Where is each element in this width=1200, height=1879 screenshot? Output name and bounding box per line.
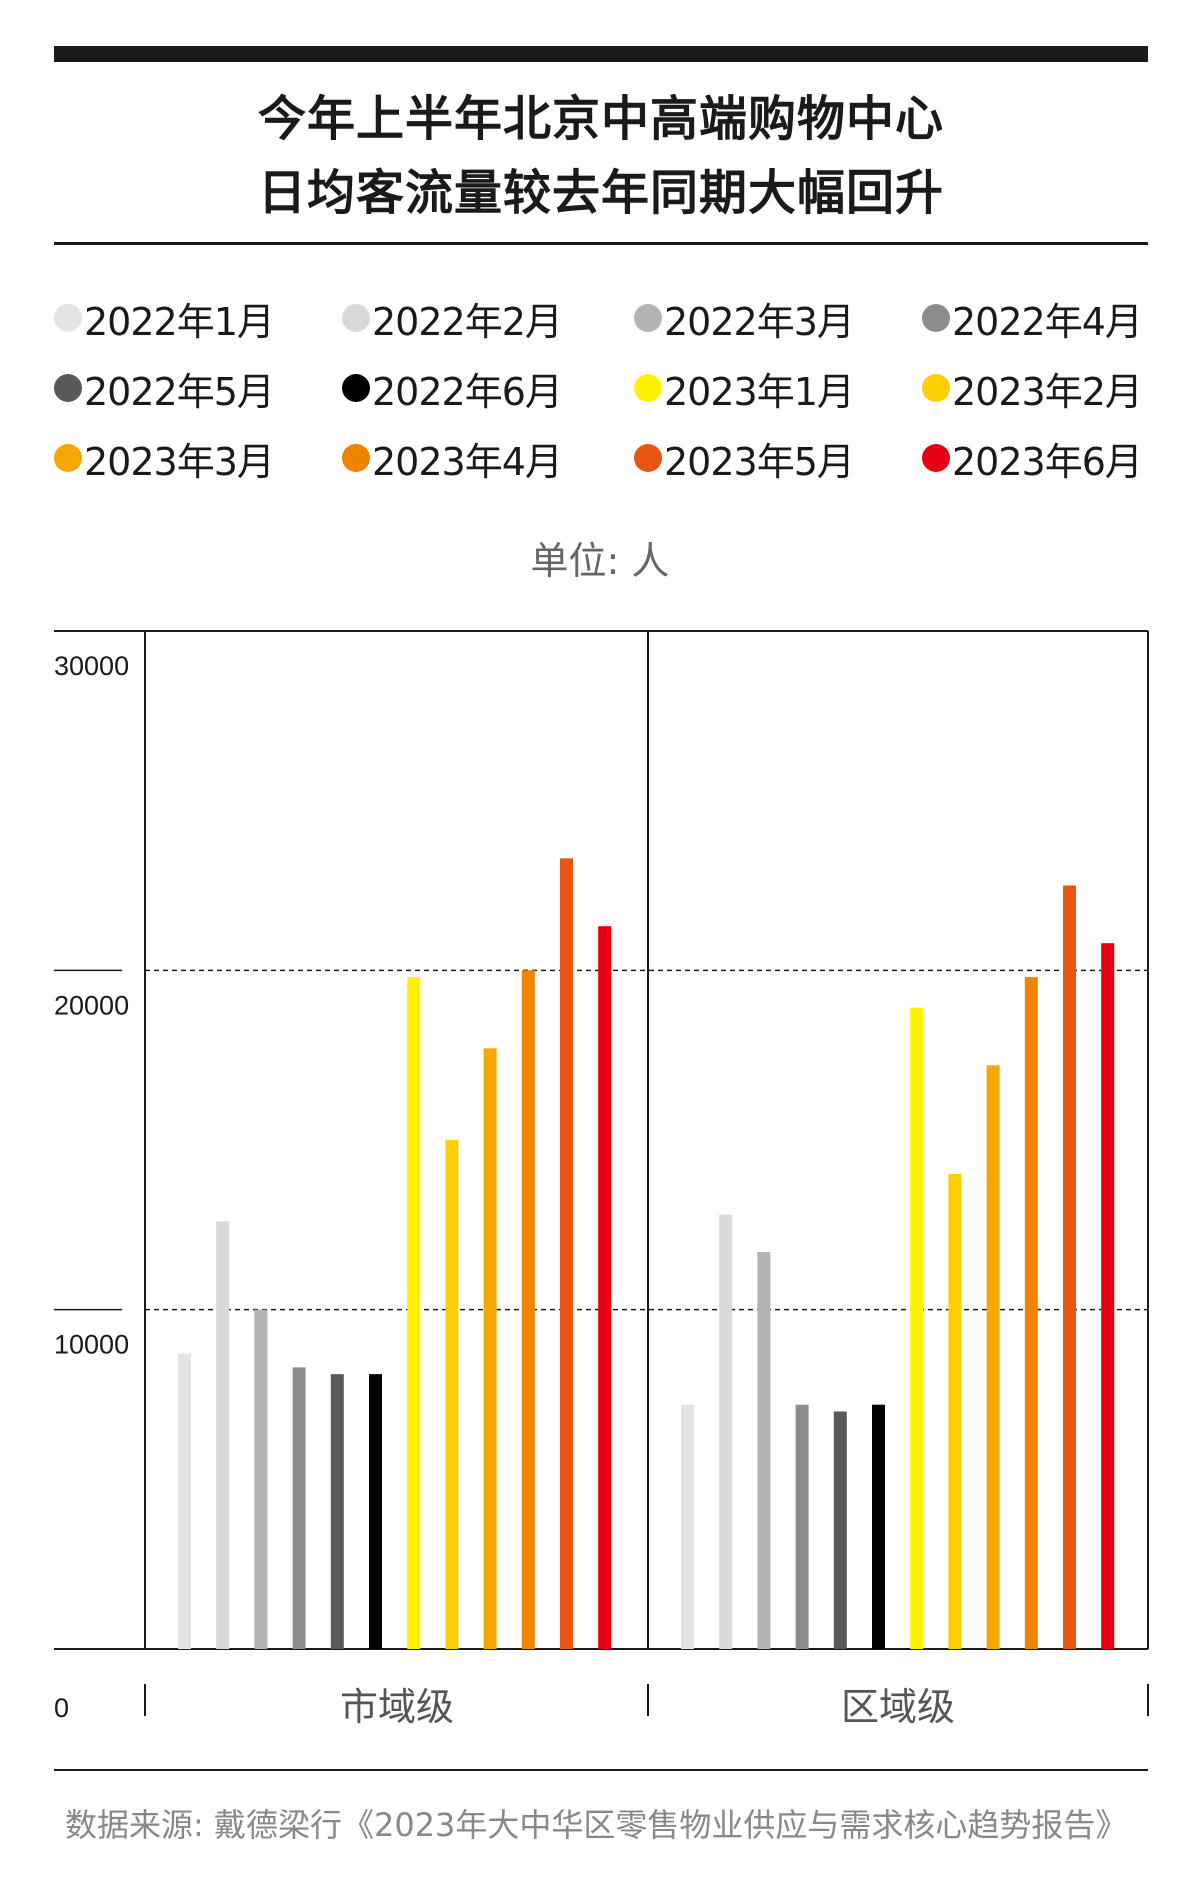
y-tick-label: 10000 [54, 1330, 129, 1360]
legend-swatch [342, 304, 370, 332]
legend-item: 2022年2月 [342, 290, 563, 346]
y-tick-label: 0 [54, 1693, 69, 1723]
legend-swatch [634, 304, 662, 332]
x-category-label: 区域级 [841, 1685, 955, 1729]
legend-label: 2023年2月 [952, 369, 1143, 414]
bar [1101, 943, 1115, 1649]
bar [407, 977, 421, 1649]
bar [833, 1411, 847, 1649]
legend-item: 2023年3月 [54, 430, 275, 486]
y-tick-label: 20000 [54, 990, 129, 1020]
bar [560, 858, 573, 1649]
bar [216, 1221, 230, 1649]
bar [369, 1374, 382, 1649]
legend-label: 2022年6月 [372, 369, 563, 414]
legend-label: 2023年6月 [952, 439, 1143, 484]
legend-swatch [634, 444, 662, 472]
bar [254, 1309, 268, 1649]
legend-item: 2022年5月 [54, 360, 275, 416]
legend-label: 2022年5月 [84, 369, 275, 414]
legend-label: 2023年4月 [372, 439, 563, 484]
bar [872, 1404, 885, 1649]
bar [986, 1065, 1000, 1649]
bar [445, 1140, 459, 1649]
legend-swatch [54, 304, 82, 332]
bar [1063, 885, 1076, 1649]
legend-label: 2023年3月 [84, 439, 275, 484]
legend-label: 2022年2月 [372, 299, 563, 344]
legend-item: 2022年3月 [634, 290, 855, 346]
legend-swatch [634, 374, 662, 402]
legend-item: 2022年1月 [54, 290, 275, 346]
chart-title-line-1: 今年上半年北京中高端购物中心 [257, 91, 944, 147]
chart-title-line-2: 日均客流量较去年同期大幅回升 [257, 165, 944, 221]
legend-label: 2022年1月 [84, 299, 275, 344]
legend-swatch [342, 444, 370, 472]
bar [757, 1251, 771, 1649]
bar [178, 1353, 191, 1649]
legend-item: 2022年4月 [922, 290, 1143, 346]
legend-swatch [922, 444, 950, 472]
bar [948, 1173, 962, 1649]
bar [719, 1214, 733, 1649]
legend-label: 2023年1月 [664, 369, 855, 414]
legend-swatch [342, 374, 370, 402]
legend-item: 2023年6月 [922, 430, 1143, 486]
bar [910, 1007, 924, 1649]
x-category-label: 市域级 [340, 1685, 454, 1729]
legend-swatch [54, 444, 82, 472]
title-rule [54, 242, 1148, 245]
legend-swatch [54, 374, 82, 402]
legend-item: 2023年5月 [634, 430, 855, 486]
bar [330, 1374, 344, 1649]
legend-item: 2023年2月 [922, 360, 1143, 416]
unit-label: 单位: 人 [530, 539, 670, 583]
bar [598, 926, 612, 1649]
legend-item: 2023年1月 [634, 360, 855, 416]
bar [521, 970, 535, 1649]
bar [292, 1367, 306, 1649]
y-tick-label: 30000 [54, 651, 129, 681]
legend-label: 2022年3月 [664, 299, 855, 344]
top-rule [54, 46, 1148, 62]
bar [1024, 977, 1038, 1649]
source-note: 数据来源: 戴德梁行《2023年大中华区零售物业供应与需求核心趋势报告》 [65, 1806, 1128, 1844]
legend-label: 2023年5月 [664, 439, 855, 484]
bar [681, 1404, 694, 1649]
chart-title: 今年上半年北京中高端购物中心 日均客流量较去年同期大幅回升 [54, 82, 1148, 230]
bar [483, 1048, 497, 1649]
bar [795, 1404, 809, 1649]
legend-swatch [922, 374, 950, 402]
legend-swatch [922, 304, 950, 332]
legend-item: 2022年6月 [342, 360, 563, 416]
legend-item: 2023年4月 [342, 430, 563, 486]
legend-label: 2022年4月 [952, 299, 1143, 344]
